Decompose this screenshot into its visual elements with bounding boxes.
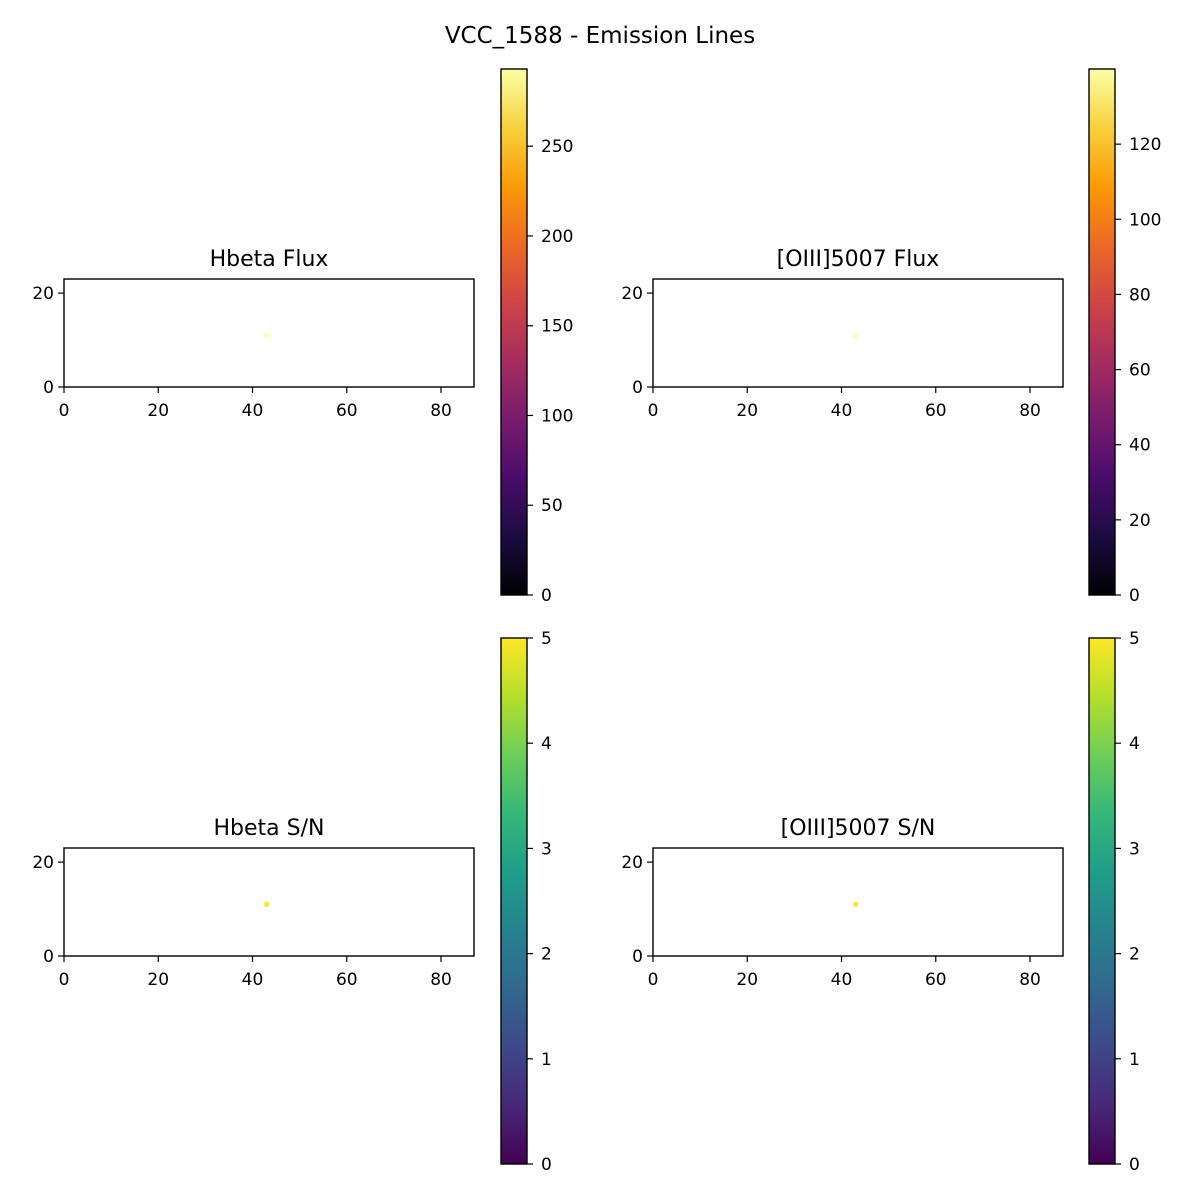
x-tick-label: 80: [430, 970, 452, 990]
y-tick-label: 20: [621, 284, 643, 304]
colorbar-tick-label: 50: [541, 496, 563, 516]
x-tick-label: 60: [336, 970, 358, 990]
figure-suptitle: VCC_1588 - Emission Lines: [445, 23, 755, 49]
x-tick-label: 60: [925, 401, 947, 421]
x-tick-label: 0: [59, 401, 70, 421]
colorbar-tick-label: 4: [541, 734, 552, 754]
y-tick-label: 0: [43, 378, 54, 398]
panel-1: [OIII]5007 Flux 0 20 40 60 80 0 20 0 20 40 60 80 100 1…: [621, 68, 1161, 606]
x-tick-label: 60: [336, 401, 358, 421]
colorbar-tick-label: 200: [541, 227, 573, 247]
y-tick-label: 0: [632, 947, 643, 967]
colorbar-tick-label: 1: [541, 1050, 552, 1070]
x-tick-label: 40: [242, 970, 264, 990]
y-tick-label: 0: [43, 947, 54, 967]
colorbar: [1089, 638, 1115, 1164]
colorbar-tick-label: 2: [1129, 945, 1140, 965]
colorbar-tick-label: 1: [1129, 1050, 1140, 1070]
colorbar: [501, 69, 527, 595]
axes-frame: [63, 847, 475, 957]
x-tick-label: 20: [736, 401, 758, 421]
colorbar-tick-label: 60: [1129, 361, 1151, 381]
panel-title: [OIII]5007 S/N: [781, 816, 936, 841]
x-tick-label: 20: [147, 970, 169, 990]
colorbar-tick-label: 100: [1129, 210, 1161, 230]
colorbar-tick-label: 20: [1129, 511, 1151, 531]
colorbar-tick-label: 0: [541, 1155, 552, 1175]
colorbar-tick-label: 3: [1129, 839, 1140, 859]
colorbar-tick-label: 80: [1129, 285, 1151, 305]
colorbar-tick-label: 3: [541, 839, 552, 859]
colorbar-tick-label: 100: [541, 406, 573, 426]
colorbar-tick-label: 5: [1129, 629, 1140, 649]
colorbar: [1089, 69, 1115, 595]
colorbar: [501, 638, 527, 1164]
colorbar-frame: [500, 68, 528, 596]
axes-frame: [652, 278, 1064, 388]
data-pixel: [853, 902, 858, 907]
x-tick-label: 80: [1019, 970, 1041, 990]
x-tick-label: 0: [59, 970, 70, 990]
x-tick-label: 60: [925, 970, 947, 990]
x-tick-label: 40: [831, 401, 853, 421]
y-tick-label: 20: [32, 853, 54, 873]
colorbar-tick-label: 120: [1129, 135, 1161, 155]
x-tick-label: 40: [242, 401, 264, 421]
panel-3: [OIII]5007 S/N 0 20 40 60 80 0 20 0 1 2 3 4 5: [621, 629, 1139, 1175]
panel-title: Hbeta S/N: [214, 816, 325, 841]
x-tick-label: 80: [1019, 401, 1041, 421]
data-pixel: [264, 333, 269, 338]
data-pixel: [264, 902, 269, 907]
axes-frame: [63, 278, 475, 388]
x-tick-label: 40: [831, 970, 853, 990]
colorbar-tick-label: 5: [541, 629, 552, 649]
colorbar-frame: [1088, 637, 1116, 1165]
panel-2: Hbeta S/N 0 20 40 60 80 0 20 0 1 2 3 4 5: [32, 629, 551, 1175]
x-tick-label: 20: [736, 970, 758, 990]
colorbar-frame: [1088, 68, 1116, 596]
x-tick-label: 0: [648, 970, 659, 990]
axes-frame: [652, 847, 1064, 957]
colorbar-tick-label: 0: [1129, 586, 1140, 606]
colorbar-tick-label: 4: [1129, 734, 1140, 754]
y-tick-label: 20: [621, 853, 643, 873]
colorbar-frame: [500, 637, 528, 1165]
colorbar-tick-label: 0: [541, 586, 552, 606]
colorbar-tick-label: 150: [541, 317, 573, 337]
y-tick-label: 0: [632, 378, 643, 398]
panel-title: Hbeta Flux: [210, 247, 329, 272]
y-tick-label: 20: [32, 284, 54, 304]
data-pixel: [853, 333, 858, 338]
colorbar-tick-label: 250: [541, 137, 573, 157]
panel-title: [OIII]5007 Flux: [777, 247, 940, 272]
colorbar-tick-label: 2: [541, 945, 552, 965]
colorbar-tick-label: 0: [1129, 1155, 1140, 1175]
x-tick-label: 0: [648, 401, 659, 421]
x-tick-label: 80: [430, 401, 452, 421]
colorbar-tick-label: 40: [1129, 436, 1151, 456]
x-tick-label: 20: [147, 401, 169, 421]
